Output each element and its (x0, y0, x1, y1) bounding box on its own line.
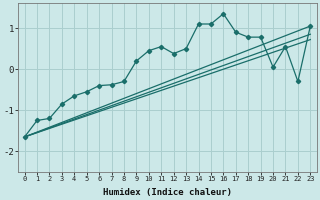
X-axis label: Humidex (Indice chaleur): Humidex (Indice chaleur) (103, 188, 232, 197)
